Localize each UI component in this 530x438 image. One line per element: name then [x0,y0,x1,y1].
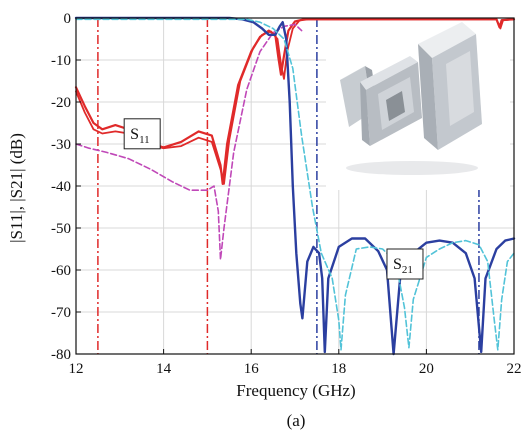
waveguide-body [360,56,422,146]
annotations: S11 S21 [123,118,424,280]
figure-caption: (a) [287,411,306,430]
y-axis-label: |S11|, |S21| (dB) [7,133,26,243]
y-tick-label: -50 [51,221,71,237]
photo-shadow [346,161,478,175]
x-axis-label: Frequency (GHz) [236,381,355,400]
x-tick-label: 12 [69,361,84,377]
y-tick-label: -70 [51,305,71,321]
x-tick-label: 14 [156,361,172,377]
y-tick-label: -10 [51,53,71,69]
y-tick-label: -20 [51,95,71,111]
s21-annotation-box [386,248,424,280]
s11-annotation-box [123,118,161,150]
x-tick-label: 16 [244,361,260,377]
s11-annotation-text: S11 [130,126,150,146]
waveguide-filter-photo [326,20,510,190]
y-tick-label: -80 [51,347,71,363]
s21-annotation: S21 [386,248,424,280]
s21-annotation-text: S21 [393,256,413,276]
s11-annotation: S11 [123,118,161,150]
tick-labels: 12 14 16 18 20 22 0 -10 -20 -30 -40 -50 -60 -70 -80 [51,11,522,377]
y-tick-label: 0 [64,11,72,27]
axes [75,17,515,355]
series-line [75,23,303,261]
series-line [75,18,515,351]
x-tick-label: 20 [419,361,434,377]
x-tick-label: 18 [331,361,346,377]
y-tick-label: -60 [51,263,71,279]
x-tick-label: 22 [507,361,522,377]
waveguide-right-flange [418,22,482,150]
y-tick-label: -40 [51,179,71,195]
y-tick-label: -30 [51,137,71,153]
